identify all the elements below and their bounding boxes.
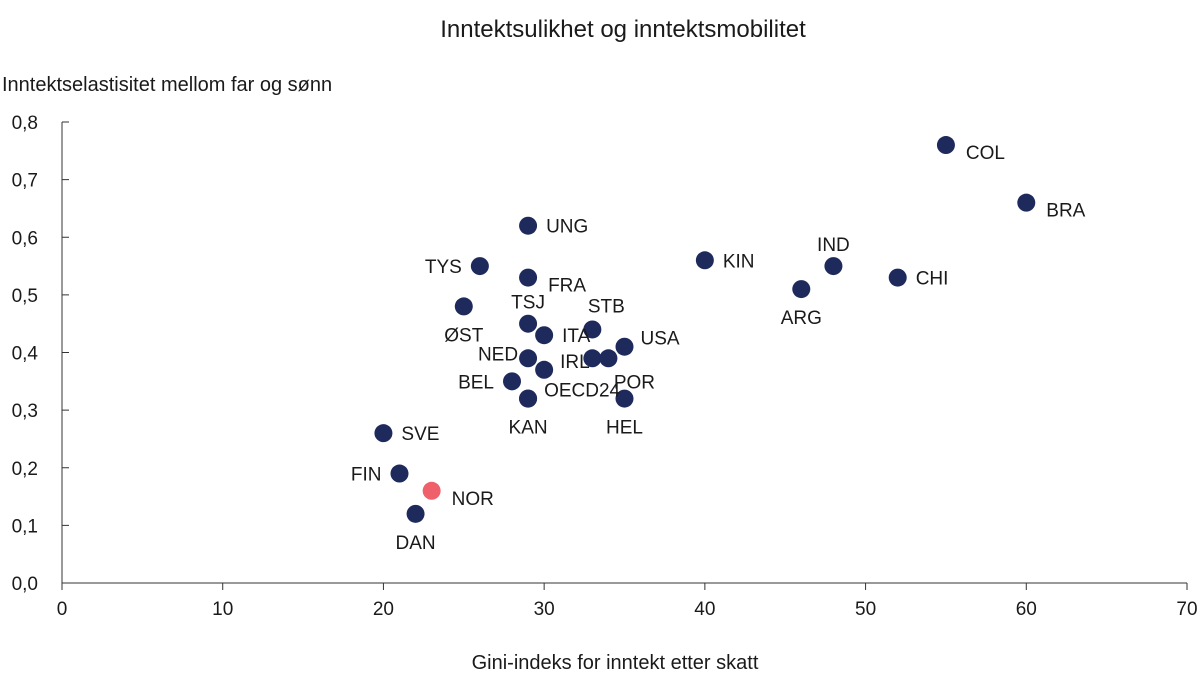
point-label: KIN: [723, 251, 755, 272]
y-tick-label: 0,2: [12, 459, 38, 480]
x-tick-label: 60: [1016, 599, 1037, 620]
x-axis-label: Gini-indeks for inntekt etter skatt: [472, 652, 759, 674]
point-label: STB: [588, 296, 625, 317]
x-tick-label: 50: [855, 599, 876, 620]
point-label: ITA: [562, 326, 590, 347]
point-label: FIN: [351, 465, 382, 486]
point-label: POR: [614, 372, 655, 393]
data-point: [422, 481, 441, 500]
point-label: BEL: [458, 372, 494, 393]
point-label: TSJ: [511, 293, 545, 314]
y-tick-label: 0,7: [12, 171, 38, 192]
data-point: [454, 297, 473, 316]
point-label: NED: [478, 344, 518, 365]
data-point: [1017, 193, 1036, 212]
point-label: IRL: [560, 352, 590, 373]
point-label: FRA: [548, 276, 586, 297]
point-label: TYS: [425, 257, 462, 278]
data-point: [390, 464, 409, 483]
x-tick-label: 30: [534, 599, 555, 620]
x-tick-label: 20: [373, 599, 394, 620]
point-label: NOR: [452, 489, 494, 510]
point-label: BRA: [1046, 201, 1085, 222]
data-point: [583, 320, 602, 339]
x-tick-label: 10: [212, 599, 233, 620]
data-point: [519, 216, 538, 235]
data-point: [374, 424, 393, 443]
y-tick-label: 0,3: [12, 401, 38, 422]
chart-title: Inntektsulikhet og inntektsmobilitet: [440, 16, 806, 43]
point-label: KAN: [509, 418, 548, 439]
point-label: USA: [641, 329, 680, 350]
data-point: [888, 268, 907, 287]
y-tick-label: 0,8: [12, 113, 38, 134]
data-point: [936, 136, 955, 155]
y-tick-label: 0,4: [12, 344, 39, 365]
point-label: ØST: [444, 325, 483, 346]
data-point: [615, 337, 634, 356]
data-points: [374, 136, 1036, 523]
data-point: [503, 372, 521, 391]
y-tick-label: 0,6: [12, 228, 38, 249]
data-point: [535, 360, 554, 379]
point-label: OECD24: [544, 381, 620, 402]
x-tick-label: 70: [1176, 599, 1197, 620]
data-point: [519, 314, 538, 333]
data-point: [599, 349, 618, 368]
y-axis-label: Inntektselastisitet mellom far og sønn: [2, 74, 332, 96]
data-point: [535, 326, 554, 345]
y-tick-label: 0,0: [12, 574, 38, 595]
data-point: [519, 389, 538, 408]
data-point: [406, 504, 425, 523]
point-label: HEL: [606, 418, 643, 439]
point-label: IND: [817, 235, 850, 256]
point-label: ARG: [781, 308, 822, 329]
y-tick-label: 0,1: [12, 516, 38, 537]
x-tick-label: 40: [694, 599, 715, 620]
point-label: COL: [966, 143, 1005, 164]
data-point: [824, 257, 843, 276]
point-label: CHI: [916, 269, 949, 290]
data-point: [695, 251, 714, 270]
data-point: [519, 349, 538, 368]
point-label: UNG: [546, 217, 588, 238]
point-label: SVE: [401, 424, 439, 445]
point-label: DAN: [396, 533, 436, 554]
y-tick-label: 0,5: [12, 286, 38, 307]
data-point: [615, 389, 634, 408]
point-labels: COL BRA UNG KIN IND TYS CHI FRA ARG ØST TSJ STB ITA U…: [351, 143, 1086, 554]
data-point: [470, 257, 489, 276]
data-point: [792, 280, 811, 299]
data-point: [583, 349, 602, 368]
axis-ticks: 0 10 20 30 40 50 60 70 0,0 0,1 0,2 0,3 0,4 0,5 0,6 0,7 0…: [12, 113, 1198, 620]
x-tick-label: 0: [57, 599, 68, 620]
data-point: [519, 268, 538, 287]
